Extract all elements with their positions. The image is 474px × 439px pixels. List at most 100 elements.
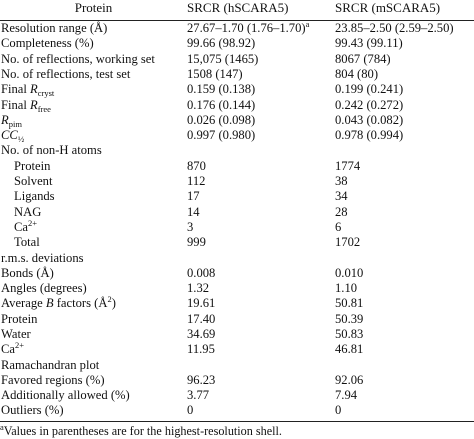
row-label: Ca2+ [0, 217, 187, 235]
table-row: No. of reflections, working set 15,075 (1… [0, 52, 474, 67]
table-row: Angles (degrees) 1.32 1.10 [0, 281, 474, 296]
value-hscara5-text: 96.23 [187, 372, 216, 387]
value-mscara5-text: 50.39 [335, 311, 364, 326]
data-collection-refinement-table: Protein SRCR (hSCARA5) SRCR (mSCARA5) Re… [0, 0, 474, 422]
value-hscara5: 3 [187, 220, 335, 235]
row-label-symbol: CC [1, 128, 18, 143]
table-row: Water 34.69 50.83 [0, 327, 474, 342]
row-label-subscript: free [37, 103, 51, 114]
header-mscara5: SRCR (mSCARA5) [335, 0, 441, 15]
value-mscara5-text: 1702 [335, 235, 361, 250]
table-row: r.m.s. deviations [0, 250, 474, 265]
header-hscara5: SRCR (hSCARA5) [187, 0, 289, 15]
table-header: Protein SRCR (hSCARA5) SRCR (mSCARA5) [0, 0, 474, 21]
value-hscara5: 15,075 (1465) [187, 52, 335, 67]
row-label-symbol: R [30, 82, 38, 97]
value-hscara5-text: 0.008 [187, 265, 216, 280]
value-mscara5-text: 38 [335, 174, 348, 189]
value-mscara5: 50.39 [335, 312, 474, 327]
value-mscara5: 23.85–2.50 (2.59–2.50) [335, 21, 474, 37]
row-label-text: Resolution range (Å) [1, 21, 108, 36]
value-hscara5: 0.159 (0.138) [187, 82, 335, 97]
table-row: CC½ 0.997 (0.980) 0.978 (0.994) [0, 128, 474, 143]
value-hscara5-text: 0.176 (0.144) [187, 97, 256, 112]
row-label-text: Solvent [14, 174, 53, 189]
value-hscara5: 0 [187, 403, 335, 421]
value-mscara5-text: 99.43 (99.11) [335, 36, 403, 51]
row-label-text: No. of reflections, working set [1, 51, 155, 66]
value-hscara5-text: 99.66 (98.92) [187, 36, 256, 51]
row-label: No. of non-H atoms [0, 143, 187, 158]
row-label-text: Outliers (%) [1, 403, 64, 418]
row-label: r.m.s. deviations [0, 250, 187, 265]
value-mscara5: 0.242 (0.272) [335, 97, 474, 112]
row-label-text: Additionally allowed (%) [1, 388, 130, 403]
table-row: Completeness (%) 99.66 (98.92) 99.43 (99.1… [0, 36, 474, 51]
row-label-text: Favored regions (%) [1, 372, 105, 387]
value-mscara5: 99.43 (99.11) [335, 36, 474, 51]
table-row: Solvent 112 38 [0, 174, 474, 189]
row-label-prefix: Final [1, 97, 31, 112]
row-label-text: Bonds (Å) [1, 265, 54, 280]
row-label-superscript: 2+ [28, 217, 38, 228]
value-hscara5: 1.32 [187, 281, 335, 296]
value-mscara5-text: 0.242 (0.272) [335, 97, 404, 112]
value-hscara5: 0.026 (0.098) [187, 113, 335, 128]
value-hscara5 [187, 143, 335, 158]
row-label: Final Rcryst [0, 82, 187, 97]
value-hscara5-text: 0.997 (0.980) [187, 128, 256, 143]
value-hscara5-text: 112 [187, 174, 206, 189]
row-label-superscript: 2+ [15, 340, 25, 351]
value-mscara5: 7.94 [335, 388, 474, 403]
table-row: Ca2+ 3 6 [0, 217, 474, 235]
row-label: Favored regions (%) [0, 373, 187, 388]
value-mscara5: 1702 [335, 235, 474, 250]
table-row: Rpim 0.026 (0.098) 0.043 (0.082) [0, 113, 474, 128]
table-row: No. of non-H atoms [0, 143, 474, 158]
row-label: Final Rfree [0, 97, 187, 114]
row-label-symbol: R [1, 112, 9, 127]
value-hscara5-text: 3 [187, 219, 194, 234]
row-label: NAG [0, 205, 187, 220]
table-footnote: aValues in parentheses are for the highe… [0, 422, 474, 439]
value-mscara5-text: 50.83 [335, 326, 364, 341]
table-row: Final Rcryst 0.159 (0.138) 0.199 (0.241) [0, 82, 474, 97]
row-label-text: Angles (degrees) [1, 281, 87, 296]
row-label-text: Ligands [14, 189, 55, 204]
table-row: Outliers (%) 0 0 [0, 403, 474, 421]
value-mscara5 [335, 358, 474, 373]
value-hscara5: 0.008 [187, 266, 335, 281]
value-hscara5: 17.40 [187, 312, 335, 327]
footnote-ref: a [305, 19, 310, 30]
value-hscara5: 1508 (147) [187, 67, 335, 82]
value-mscara5 [335, 250, 474, 265]
row-label-text: Ca [1, 342, 15, 357]
value-hscara5-text: 999 [187, 235, 206, 250]
value-mscara5-text: 8067 (784) [335, 51, 391, 66]
value-hscara5-text: 27.67–1.70 (1.76–1.70) [187, 21, 306, 36]
row-label: Angles (degrees) [0, 281, 187, 296]
value-hscara5: 0.997 (0.980) [187, 128, 335, 143]
value-mscara5: 0.043 (0.082) [335, 113, 474, 128]
row-label-text: r.m.s. deviations [1, 250, 84, 265]
footnote-text: Values in parentheses are for the highes… [3, 423, 282, 438]
value-mscara5-text: 1.10 [335, 281, 358, 296]
table-row: NAG 14 28 [0, 205, 474, 220]
row-label: Resolution range (Å) [0, 21, 187, 37]
table-body: Resolution range (Å) 27.67–1.70 (1.76–1.7… [0, 19, 474, 422]
value-mscara5: 0 [335, 403, 474, 421]
row-label: Solvent [0, 174, 187, 189]
value-mscara5-text: 6 [335, 219, 342, 234]
row-label-subscript: cryst [37, 88, 55, 99]
table-row: Ramachandran plot [0, 358, 474, 373]
row-label: Ligands [0, 189, 187, 204]
value-hscara5-text: 870 [187, 158, 206, 173]
value-mscara5: 1774 [335, 159, 474, 174]
row-label: Ramachandran plot [0, 358, 187, 373]
value-hscara5: 96.23 [187, 373, 335, 388]
value-hscara5: 0.176 (0.144) [187, 97, 335, 112]
value-mscara5-text: 34 [335, 189, 348, 204]
value-mscara5-text: 92.06 [335, 372, 364, 387]
row-label-superscript: 2 [107, 294, 112, 305]
